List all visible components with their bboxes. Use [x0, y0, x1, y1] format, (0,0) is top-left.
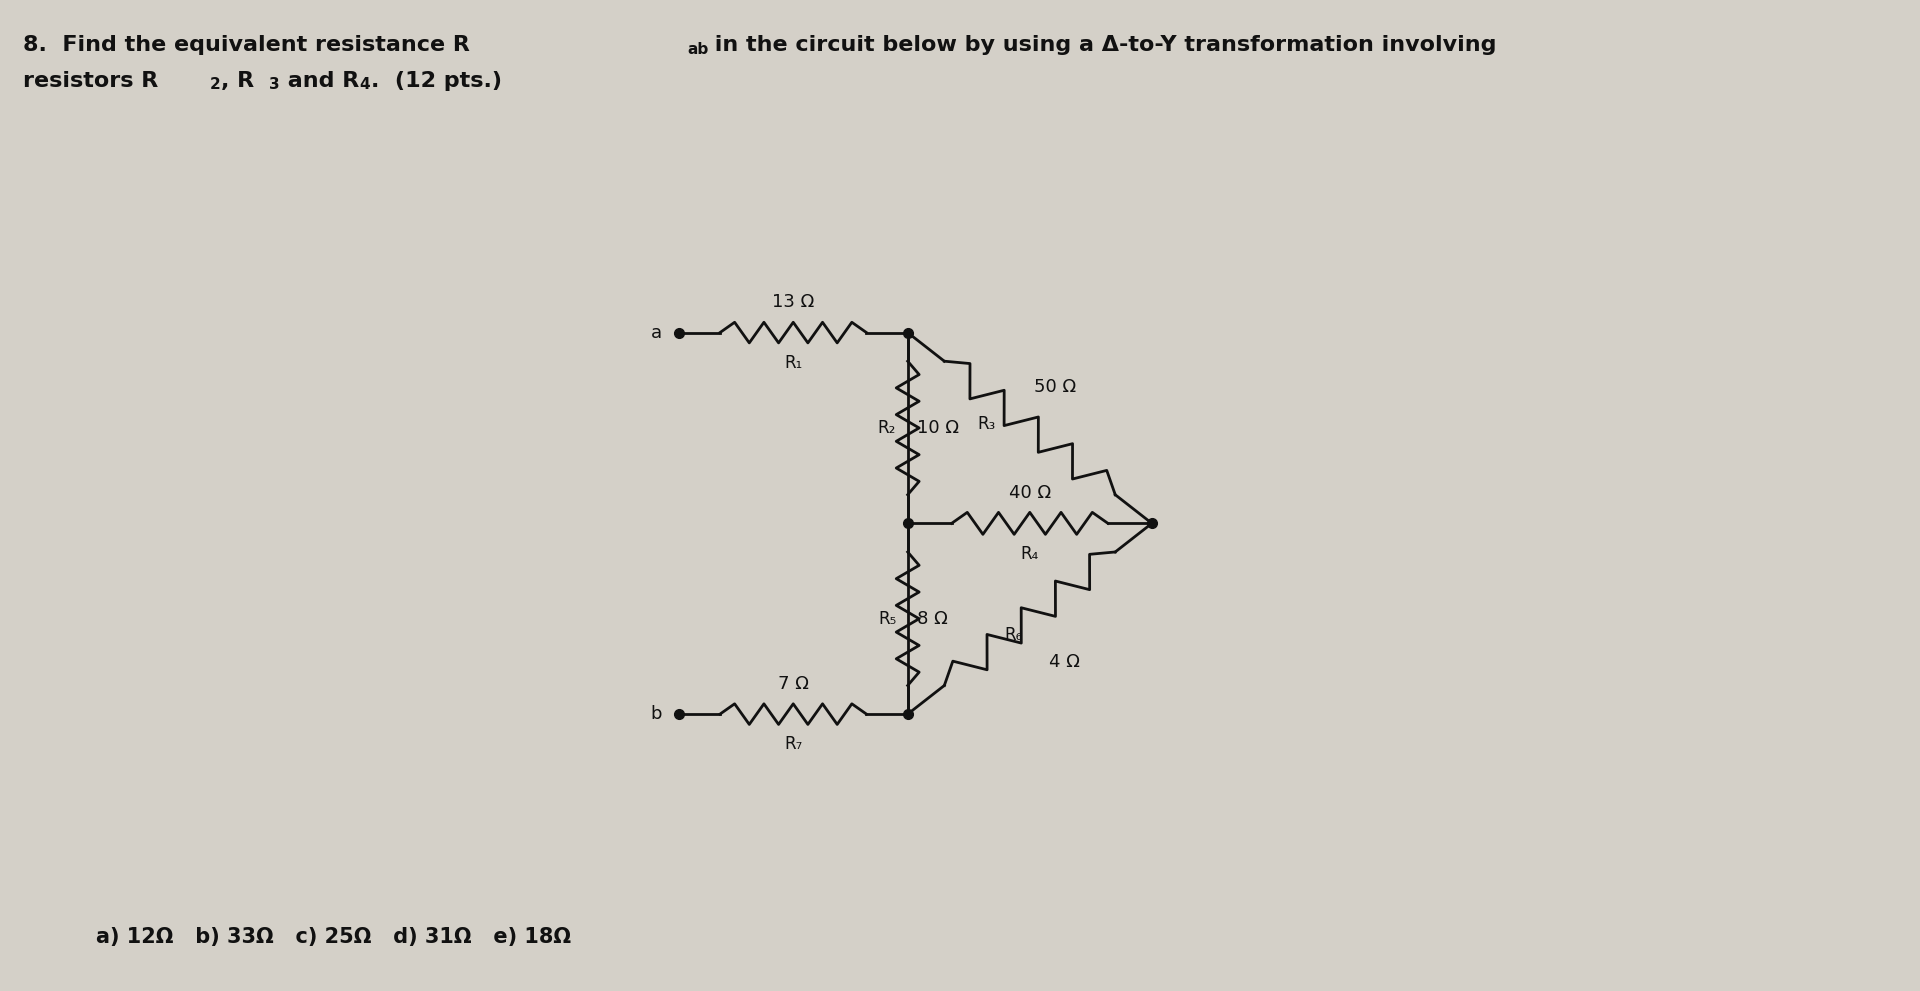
- Text: 8 Ω: 8 Ω: [918, 609, 948, 627]
- Text: R₃: R₃: [977, 415, 995, 433]
- Text: R₄: R₄: [1021, 545, 1039, 563]
- Text: 3: 3: [269, 77, 280, 92]
- Text: 13 Ω: 13 Ω: [772, 293, 814, 311]
- Text: R₂: R₂: [877, 419, 897, 437]
- Text: ab: ab: [687, 42, 708, 56]
- Text: R₇: R₇: [783, 735, 803, 753]
- Text: 50 Ω: 50 Ω: [1033, 378, 1075, 396]
- Text: R₁: R₁: [783, 354, 803, 372]
- Text: 4: 4: [359, 77, 371, 92]
- Text: a) 12Ω   b) 33Ω   c) 25Ω   d) 31Ω   e) 18Ω: a) 12Ω b) 33Ω c) 25Ω d) 31Ω e) 18Ω: [96, 927, 570, 946]
- Text: in the circuit below by using a Δ-to-Y transformation involving: in the circuit below by using a Δ-to-Y t…: [707, 35, 1496, 55]
- Text: 8.  Find the equivalent resistance R: 8. Find the equivalent resistance R: [23, 35, 470, 55]
- Text: 7 Ω: 7 Ω: [778, 675, 808, 693]
- Text: resistors R: resistors R: [23, 71, 157, 91]
- Text: and R: and R: [280, 71, 359, 91]
- Text: 2: 2: [209, 77, 221, 92]
- Text: , R: , R: [221, 71, 253, 91]
- Text: R₅: R₅: [877, 609, 897, 627]
- Text: 40 Ω: 40 Ω: [1008, 484, 1050, 502]
- Text: b: b: [651, 706, 662, 723]
- Text: .  (12 pts.): . (12 pts.): [371, 71, 501, 91]
- Text: 10 Ω: 10 Ω: [918, 419, 958, 437]
- Text: a: a: [651, 324, 662, 342]
- Text: R₆: R₆: [1004, 626, 1021, 644]
- Text: 4 Ω: 4 Ω: [1048, 653, 1079, 671]
